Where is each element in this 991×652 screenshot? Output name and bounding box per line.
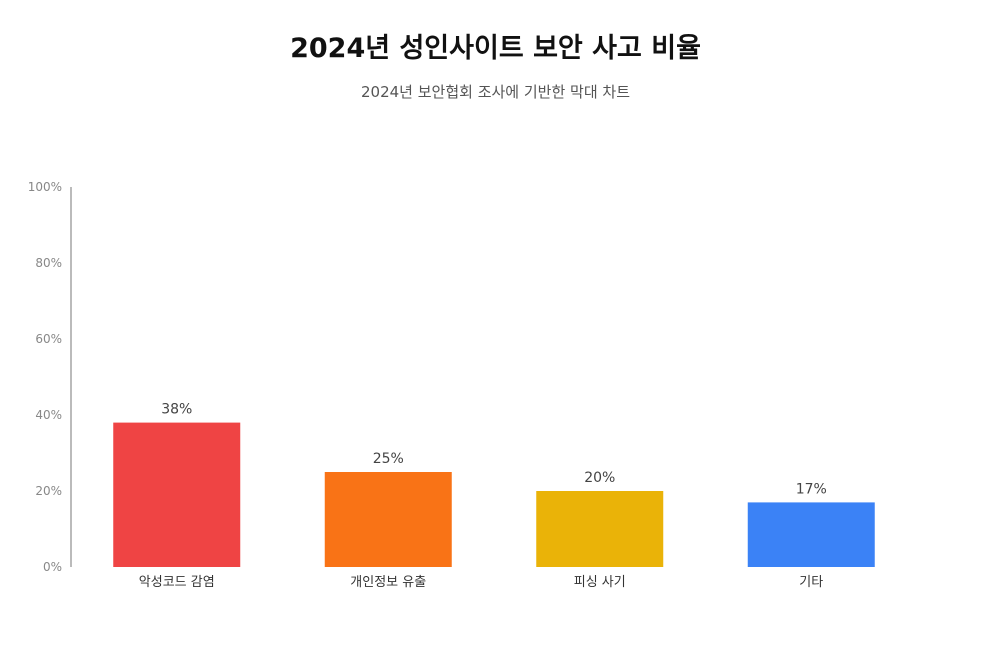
x-tick-label: 피싱 사기 [574,575,626,590]
bar [113,422,241,567]
bar [324,472,452,567]
y-tick-label: 80% [35,256,62,270]
y-tick-label: 100% [28,180,62,194]
x-tick-label: 기타 [799,575,823,590]
chart-title: 2024년 성인사이트 보안 사고 비율 [290,33,701,64]
data-label: 17% [796,481,827,497]
data-label: 38% [161,402,192,418]
chart-subtitle: 2024년 보안협회 조사에 기반한 막대 차트 [360,83,630,101]
data-label: 25% [373,451,404,467]
y-tick-label: 20% [35,484,62,498]
bar [747,502,875,567]
data-label: 20% [584,470,615,486]
y-tick-label: 40% [35,408,62,422]
x-tick-label: 개인정보 유출 [350,575,426,590]
y-tick-label: 60% [35,332,62,346]
x-tick-label: 악성코드 감염 [139,575,215,590]
y-tick-label: 0% [43,560,62,574]
bar [536,491,664,567]
